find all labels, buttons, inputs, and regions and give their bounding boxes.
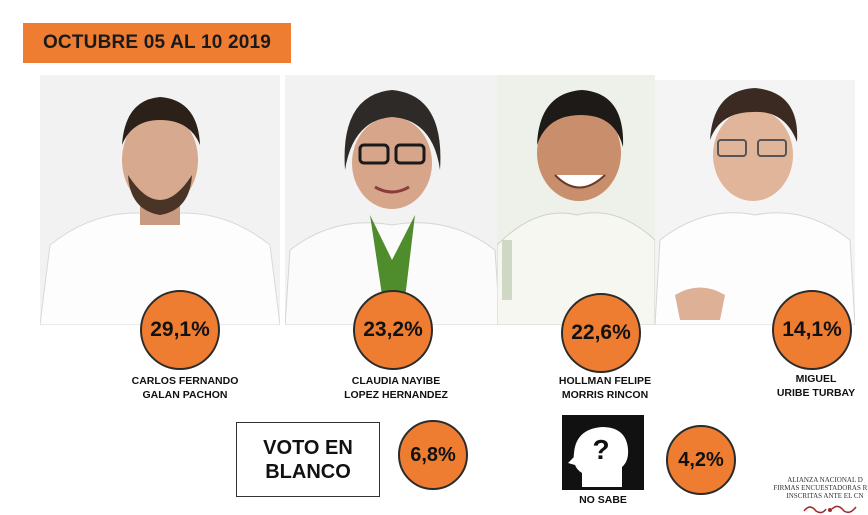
- date-range-text: OCTUBRE 05 AL 10 2019: [42, 32, 272, 53]
- candidate-name-line2: GALAN PACHON: [142, 389, 228, 401]
- percent-value: 6,8%: [410, 443, 456, 466]
- percent-badge-uribe: 14,1%: [772, 290, 852, 370]
- percent-value: 14,1%: [782, 318, 842, 341]
- percent-badge-no-sabe: 4,2%: [666, 425, 736, 495]
- percent-badge-lopez: 23,2%: [353, 290, 433, 370]
- candidate-name-galan: CARLOS FERNANDO GALAN PACHON: [85, 374, 285, 402]
- date-range-banner: OCTUBRE 05 AL 10 2019: [23, 23, 291, 63]
- candidate-name-line2: LOPEZ HERNANDEZ: [344, 389, 448, 401]
- candidate-photo-lopez: [285, 75, 500, 325]
- candidate-name-line1: HOLLMAN FELIPE: [558, 375, 652, 387]
- percent-badge-galan: 29,1%: [140, 290, 220, 370]
- candidate-name-line2: URIBE TURBAY: [776, 387, 856, 399]
- alliance-line1: ALIANZA NACIONAL D: [787, 476, 863, 484]
- percent-badge-blank-vote: 6,8%: [398, 420, 468, 490]
- candidate-name-line1: MIGUEL: [795, 373, 837, 385]
- alliance-caption: ALIANZA NACIONAL D FIRMAS ENCUESTADORAS …: [760, 476, 868, 500]
- candidate-photo-uribe: [655, 80, 855, 325]
- candidate-name-line1: CARLOS FERNANDO: [131, 375, 239, 387]
- alliance-line3: INSCRITAS ANTE EL CN: [786, 492, 864, 500]
- candidate-name-line2: MORRIS RINCON: [561, 389, 649, 401]
- candidate-photo-galan: [40, 75, 280, 325]
- candidate-name-line1: CLAUDIA NAYIBE: [351, 375, 441, 387]
- percent-badge-morris: 22,6%: [561, 293, 641, 373]
- blank-vote-box: VOTO EN BLANCO: [236, 422, 380, 497]
- candidate-photo-morris: [497, 75, 655, 325]
- percent-value: 22,6%: [571, 321, 631, 344]
- question-head-icon: ?: [562, 415, 644, 490]
- blank-vote-label: VOTO EN BLANCO: [263, 436, 353, 483]
- alliance-logo-icon: [803, 505, 857, 514]
- percent-value: 29,1%: [150, 318, 210, 341]
- no-sabe-label: NO SABE: [579, 494, 627, 506]
- percent-value: 4,2%: [678, 448, 724, 471]
- alliance-line2: FIRMAS ENCUESTADORAS REG: [773, 484, 868, 492]
- candidate-name-uribe: MIGUEL URIBE TURBAY: [716, 372, 868, 400]
- percent-value: 23,2%: [363, 318, 423, 341]
- candidate-name-lopez: CLAUDIA NAYIBE LOPEZ HERNANDEZ: [296, 374, 496, 402]
- candidate-name-morris: HOLLMAN FELIPE MORRIS RINCON: [505, 374, 705, 402]
- svg-text:?: ?: [592, 434, 609, 465]
